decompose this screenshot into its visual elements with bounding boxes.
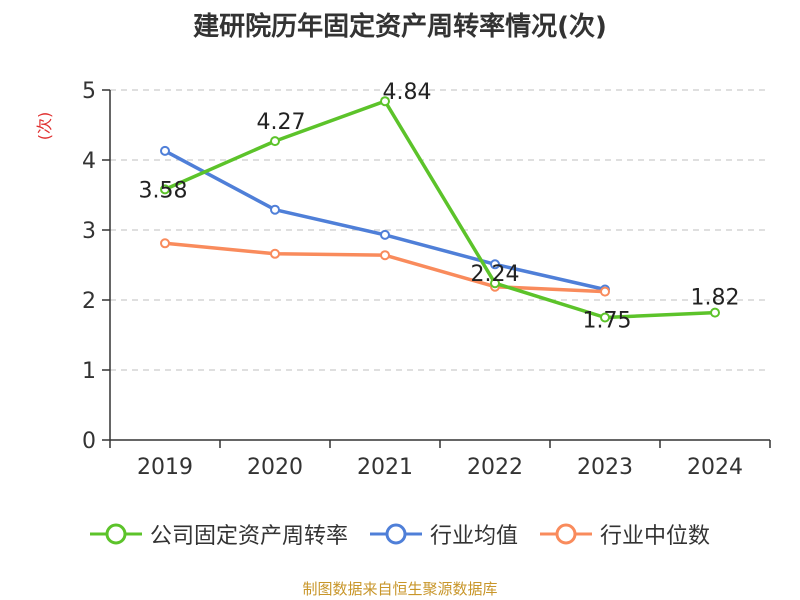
y-tick-label: 4 xyxy=(82,149,96,174)
legend-item-company[interactable]: 公司固定资产周转率 xyxy=(89,518,348,550)
data-label: 1.75 xyxy=(583,309,632,334)
data-point xyxy=(490,278,500,289)
x-tick-label: 2021 xyxy=(357,455,413,480)
y-tick-label: 0 xyxy=(82,429,96,454)
grid-lines xyxy=(110,89,770,371)
axes: 0 1 2 3 4 5 2019 2020 2021 2022 2023 2024 (次) xyxy=(35,79,771,480)
source-note: 制图数据来自恒生聚源数据库 xyxy=(302,580,498,598)
x-tick-label: 2023 xyxy=(577,455,633,480)
series-lines xyxy=(160,96,720,323)
data-point xyxy=(490,259,500,270)
y-tick-label: 5 xyxy=(82,79,96,104)
x-tick-label: 2019 xyxy=(137,455,193,480)
data-label: 1.82 xyxy=(691,286,740,311)
data-point xyxy=(160,238,170,249)
legend-marker-industry-mean-icon xyxy=(369,523,422,545)
legend-marker-industry-median-icon xyxy=(540,523,592,545)
x-tick-label: 2024 xyxy=(687,455,743,480)
data-point xyxy=(270,248,280,259)
x-tick-label: 2022 xyxy=(467,455,523,480)
data-point xyxy=(600,286,610,297)
y-tick-label: 1 xyxy=(82,359,96,384)
series-line-0 xyxy=(164,99,716,320)
legend-item-industry-median[interactable]: 行业中位数 xyxy=(540,518,710,550)
data-point xyxy=(380,250,390,261)
data-labels: 3.58 4.27 4.84 2.24 1.75 1.82 xyxy=(139,80,740,333)
data-label: 3.58 xyxy=(139,178,188,203)
data-label: 4.27 xyxy=(257,110,306,135)
data-label: 4.84 xyxy=(383,80,432,105)
legend-label-company: 公司固定资产周转率 xyxy=(149,524,348,549)
legend: 公司固定资产周转率 行业均值 行业中位数 xyxy=(0,518,800,550)
data-point xyxy=(160,184,170,195)
series-line-1 xyxy=(164,149,606,292)
y-tick-label: 3 xyxy=(82,219,96,244)
data-point xyxy=(270,204,280,215)
data-point xyxy=(380,96,390,107)
data-point xyxy=(270,136,280,147)
data-label: 2.24 xyxy=(471,262,520,287)
data-point xyxy=(160,145,170,156)
data-point xyxy=(600,312,610,323)
y-axis-title: (次) xyxy=(35,112,54,141)
data-point xyxy=(380,229,390,240)
y-tick-label: 2 xyxy=(82,289,96,314)
chart-title: 建研院历年固定资产周转率情况(次) xyxy=(193,12,607,42)
x-tick-label: 2020 xyxy=(247,455,303,480)
data-point xyxy=(710,307,720,318)
legend-label-industry-median: 行业中位数 xyxy=(600,524,711,549)
legend-item-industry-mean[interactable]: 行业均值 xyxy=(369,518,518,550)
legend-marker-company-icon xyxy=(89,523,142,545)
legend-label-industry-mean: 行业均值 xyxy=(429,524,518,549)
